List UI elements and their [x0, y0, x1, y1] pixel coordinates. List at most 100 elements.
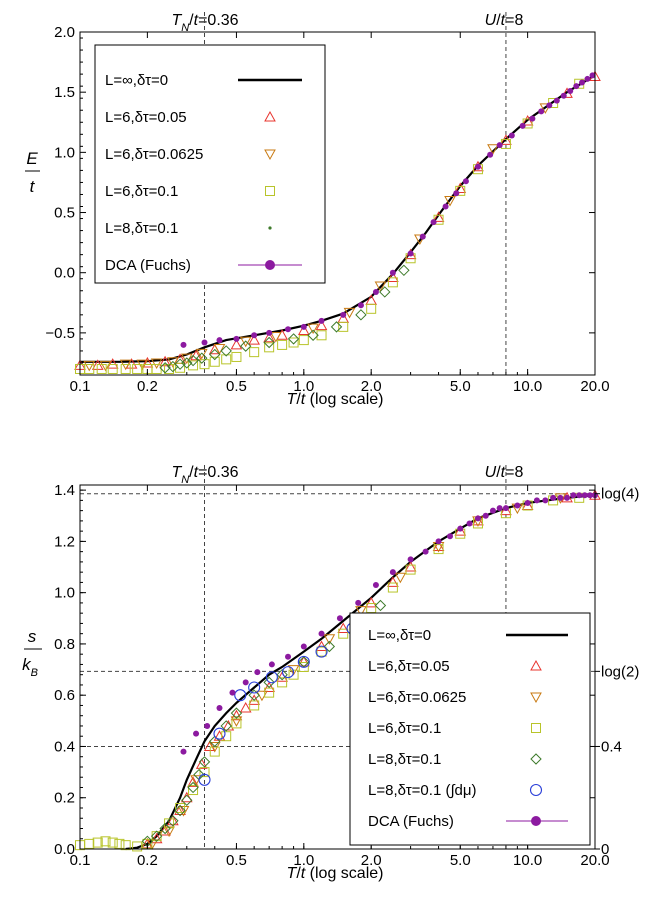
- legend-swatch: [268, 226, 272, 230]
- data-point: [270, 331, 282, 343]
- legend-label: L=8,δτ=0.1 (∫dμ): [368, 782, 477, 799]
- data-point: [538, 108, 545, 115]
- y-axis-label: E t: [25, 149, 40, 196]
- data-point: [198, 773, 211, 786]
- data-point: [181, 794, 193, 807]
- legend-swatch: [264, 110, 276, 122]
- x-tick-label: 0.1: [70, 378, 91, 395]
- data-point: [553, 97, 560, 104]
- data-point: [453, 190, 460, 197]
- data-point: [372, 288, 379, 295]
- data-point: [209, 735, 221, 748]
- legend-swatch: [531, 723, 541, 733]
- data-point: [132, 841, 143, 852]
- data-point: [234, 689, 247, 702]
- data-point: [264, 342, 275, 353]
- series-diamond: [141, 599, 387, 848]
- legend: L=∞,δτ=0 L=6,δτ=0.05 L=6,δτ=0.0625 L=6,δτ=0…: [349, 612, 591, 846]
- data-point: [323, 640, 336, 653]
- data-point: [248, 689, 260, 701]
- x-tick-label: 2.0: [361, 852, 382, 869]
- data-point: [209, 348, 221, 361]
- x-tick-label: 10.0: [513, 852, 542, 869]
- data-point: [379, 286, 391, 298]
- data-point: [251, 332, 258, 339]
- data-point: [199, 767, 210, 778]
- data-point: [92, 837, 103, 848]
- data-point: [221, 354, 232, 365]
- data-point: [231, 718, 242, 729]
- legend-frame: [349, 612, 591, 846]
- data-point: [447, 533, 454, 540]
- data-point: [167, 815, 179, 827]
- data-point: [248, 681, 261, 694]
- legend-label: L=6,δτ=0.05: [368, 658, 450, 675]
- legend-swatch: [265, 260, 275, 270]
- data-point: [318, 317, 325, 324]
- data-point: [355, 309, 367, 321]
- data-point: [254, 669, 261, 676]
- data-point: [330, 321, 343, 333]
- data-point: [457, 525, 464, 532]
- data-point: [167, 814, 179, 826]
- data-point: [405, 564, 416, 575]
- data-point: [175, 802, 186, 813]
- legend-label: L=6,δτ=0.1: [105, 183, 178, 200]
- data-point: [502, 505, 509, 512]
- data-point: [519, 122, 526, 129]
- data-point: [366, 603, 377, 614]
- data-point: [343, 307, 356, 319]
- x-tick-label: 5.0: [450, 852, 471, 869]
- x-tick-label: 0.2: [137, 852, 158, 869]
- series-dot-line: [180, 492, 598, 755]
- data-point: [442, 203, 449, 210]
- data-point: [209, 746, 220, 757]
- data-point: [404, 560, 417, 572]
- data-point: [387, 271, 399, 283]
- data-point: [589, 72, 596, 79]
- data-point: [366, 303, 377, 314]
- data-point: [315, 645, 328, 658]
- data-point: [242, 679, 249, 686]
- data-point: [174, 358, 186, 370]
- data-point: [230, 716, 243, 727]
- data-point: [539, 103, 552, 114]
- data-point: [181, 357, 193, 369]
- data-point: [529, 115, 536, 122]
- data-point: [500, 504, 512, 516]
- data-point: [187, 354, 199, 367]
- data-point: [190, 349, 202, 361]
- series-layer: [74, 70, 601, 374]
- data-point: [239, 701, 252, 713]
- legend-label: L=∞,δτ=0: [105, 72, 168, 89]
- data-point: [177, 806, 190, 817]
- data-point: [387, 582, 398, 593]
- data-point: [576, 492, 583, 499]
- data-point: [579, 79, 586, 86]
- data-point: [298, 335, 309, 346]
- tn-annotation: TN/t=0.36: [171, 464, 238, 486]
- x-axis-ticks: 0.1 0.2 0.5 1.0 2.0 5.0 10.0 20.0: [70, 32, 610, 395]
- data-point: [316, 330, 327, 341]
- data-point: [277, 677, 288, 688]
- data-point: [508, 132, 515, 139]
- y-axis-ticks: 0.0 0.2 0.4 0.6 0.8 1.0 1.2 1.4: [54, 482, 595, 858]
- data-point: [195, 758, 208, 769]
- x-tick-label: 1.0: [293, 852, 314, 869]
- data-point: [462, 178, 469, 185]
- y-tick-label: 1.0: [54, 585, 75, 602]
- data-point: [557, 494, 564, 501]
- data-point: [187, 776, 199, 787]
- data-point: [487, 151, 494, 158]
- legend-swatch: [530, 753, 542, 765]
- y-tick-label: 0.0: [54, 841, 75, 858]
- data-point: [193, 730, 200, 737]
- legend-swatch: [264, 149, 276, 161]
- data-point: [230, 707, 243, 719]
- data-point: [120, 363, 131, 374]
- right-tick-label: 0: [601, 841, 609, 858]
- data-point: [150, 358, 163, 369]
- data-point: [107, 363, 118, 374]
- data-point: [107, 837, 118, 848]
- data-point: [570, 492, 577, 499]
